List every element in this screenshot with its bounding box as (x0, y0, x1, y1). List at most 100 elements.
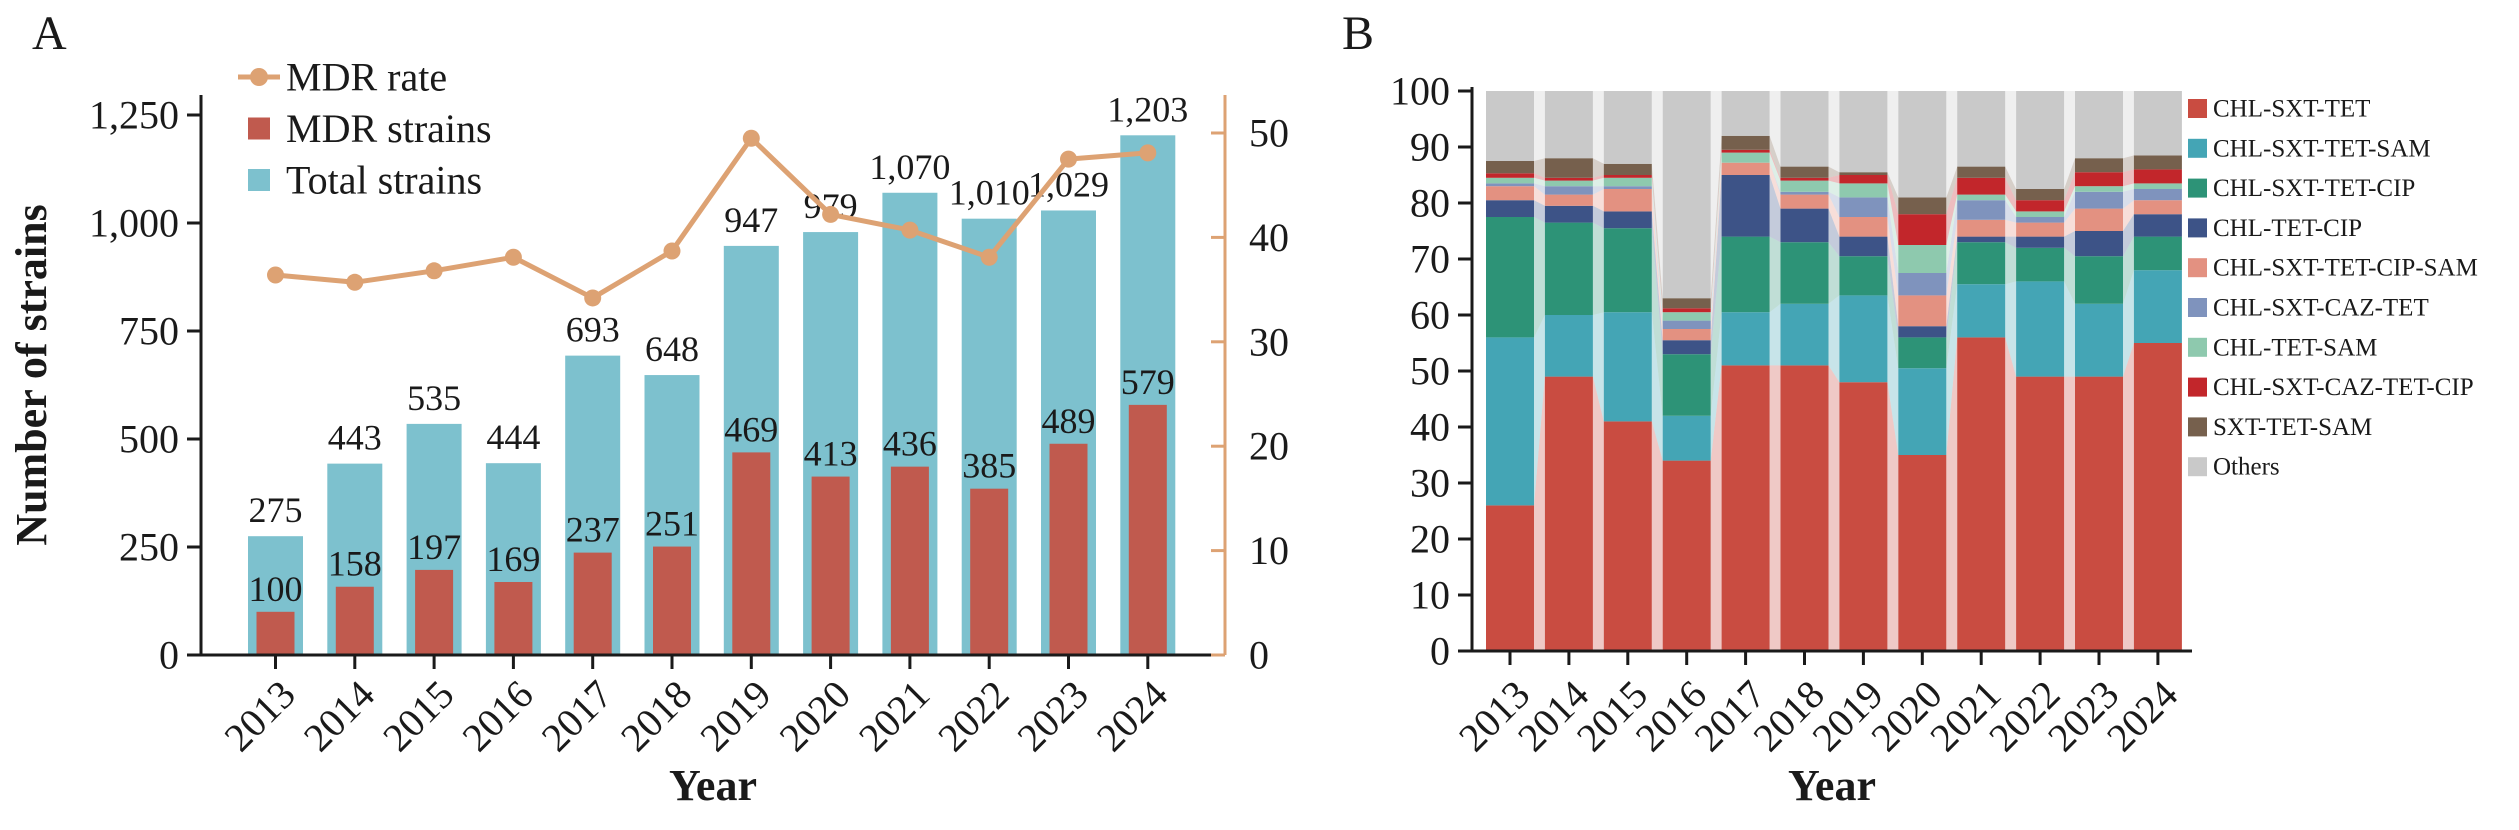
segment-Others-2021 (1957, 91, 2006, 167)
flow-CHL-TET-CIP (2123, 214, 2134, 257)
segment-CHL-TET-CIP-2024 (2133, 214, 2182, 237)
flow-Others (1710, 91, 1722, 299)
a-year-label-2019: 2019 (691, 672, 779, 760)
segment-CHL-SXT-CAZ-TET-2021 (1957, 200, 2006, 220)
segment-CHL-TET-CIP-2019 (1839, 236, 1888, 257)
segment-CHL-SXT-TET-2020 (1898, 455, 1947, 651)
segment-CHL-SXT-CAZ-TET-CIP-2024 (2133, 169, 2182, 184)
flow-CHL-TET-SAM (1828, 180, 1840, 198)
mdr-rate-point-2022 (980, 248, 998, 266)
flow-CHL-SXT-CAZ-TET (1534, 183, 1545, 195)
flow-CHL-TET-SAM (1592, 177, 1604, 187)
flow-CHL-SXT-TET-CIP (1769, 236, 1781, 313)
total-strains-value-2014: 443 (328, 418, 382, 458)
b-y-tick-label: 20 (1410, 517, 1450, 562)
segment-CHL-SXT-TET-SAM-2015 (1603, 312, 1652, 422)
b-legend-label: CHL-SXT-TET-CIP (2213, 175, 2415, 202)
segment-SXT-TET-SAM-2020 (1898, 197, 1947, 215)
flow-CHL-TET-SAM (1651, 177, 1663, 321)
flow-CHL-TET-CIP (2064, 231, 2075, 257)
a-right-tick-label: 20 (1249, 424, 1289, 469)
panel-a-label: A (32, 7, 67, 60)
flow-CHL-SXT-CAZ-TET (2005, 200, 2017, 223)
b-x-axis-title: Year (1788, 761, 1876, 810)
segment-CHL-SXT-TET-CIP-SAM-2023 (2075, 208, 2123, 231)
b-legend-label: CHL-SXT-TET-SAM (2213, 135, 2431, 162)
segment-CHL-SXT-TET-2022 (2016, 376, 2065, 651)
legend-swatch-icon (2188, 178, 2207, 198)
b-y-tick-label: 40 (1410, 405, 1450, 450)
mdr-strains-bar-2018 (653, 546, 691, 655)
mdr-strains-bar-2015 (415, 569, 454, 655)
segment-CHL-SXT-TET-CIP-2015 (1603, 228, 1652, 313)
segment-CHL-SXT-TET-CIP-2018 (1780, 242, 1829, 304)
segment-CHL-SXT-TET-2021 (1957, 337, 2006, 651)
segment-CHL-SXT-TET-CIP-SAM-2021 (1957, 219, 2006, 237)
segment-Others-2018 (1780, 91, 1829, 167)
total-strains-value-2024: 1,203 (1107, 89, 1188, 129)
segment-Others-2015 (1603, 91, 1652, 164)
b-y-tick-label: 70 (1410, 237, 1450, 282)
segment-Others-2019 (1839, 91, 1888, 173)
segment-CHL-SXT-CAZ-TET-CIP-2015 (1603, 175, 1652, 178)
mdr-rate-legend-dot-icon (250, 68, 268, 86)
b-y-tick-label: 50 (1410, 349, 1450, 394)
b-legend-label: CHL-SXT-CAZ-TET-CIP (2213, 374, 2474, 401)
mdr-strains-value-2024: 579 (1121, 362, 1175, 402)
flow-CHL-SXT-TET-CIP-SAM (1534, 186, 1545, 206)
segment-Others-2022 (2016, 91, 2065, 189)
b-legend-item-chl-sxt-tet-cip: CHL-SXT-TET-CIP (2188, 175, 2415, 202)
flow-CHL-SXT-TET-CIP-SAM (1946, 219, 1958, 327)
mdr-strains-bar-2024 (1128, 404, 1167, 655)
flow-CHL-SXT-TET-CIP (1651, 228, 1663, 416)
a-year-label-2013: 2013 (215, 672, 303, 760)
segment-SXT-TET-SAM-2015 (1603, 163, 1652, 175)
segment-CHL-SXT-CAZ-TET-2018 (1780, 191, 1829, 195)
legend-swatch-icon (248, 169, 270, 191)
flow-CHL-SXT-CAZ-TET-CIP (1651, 175, 1663, 313)
legend-swatch-icon (2188, 377, 2207, 397)
flow-CHL-TET-SAM (1534, 177, 1545, 187)
flow-SXT-TET-SAM (1828, 166, 1840, 178)
flow-CHL-SXT-CAZ-TET (1769, 162, 1781, 195)
segment-CHL-TET-CIP-2014 (1544, 205, 1593, 223)
a-year-label-2021: 2021 (850, 672, 938, 760)
mdr-rate-point-2015 (425, 262, 443, 280)
flow-Others (2123, 91, 2134, 159)
segment-CHL-SXT-TET-CIP-SAM-2017 (1721, 162, 1770, 175)
segment-CHL-SXT-CAZ-TET-CIP-2013 (1486, 173, 1534, 178)
mdr-strains-bar-2013 (256, 611, 295, 655)
total-strains-value-2021: 1,070 (869, 147, 950, 187)
flow-CHL-SXT-TET-CIP (1534, 217, 1545, 338)
flow-CHL-SXT-TET-CIP-SAM (1887, 217, 1899, 327)
a-year-label-2022: 2022 (929, 672, 1017, 760)
flow-CHL-SXT-TET-SAM (1710, 312, 1722, 461)
segment-CHL-SXT-TET-CIP-2024 (2133, 236, 2182, 271)
b-legend-item-chl-sxt-caz-tet: CHL-SXT-CAZ-TET (2188, 295, 2429, 322)
segment-CHL-SXT-TET-CIP-2013 (1486, 217, 1534, 338)
segment-CHL-TET-SAM-2015 (1603, 177, 1652, 187)
a-year-label-2016: 2016 (453, 672, 541, 760)
segment-CHL-SXT-TET-SAM-2023 (2075, 303, 2123, 377)
b-legend-item-chl-sxt-tet-sam: CHL-SXT-TET-SAM (2188, 135, 2431, 162)
segment-CHL-SXT-TET-CIP-SAM-2016 (1662, 329, 1711, 341)
b-legend-item-chl-sxt-caz-tet-cip: CHL-SXT-CAZ-TET-CIP (2188, 374, 2474, 401)
segment-CHL-SXT-CAZ-TET-CIP-2019 (1839, 175, 1888, 184)
segment-CHL-SXT-CAZ-TET-2019 (1839, 197, 1888, 217)
a-left-tick-label: 250 (119, 525, 179, 570)
segment-CHL-SXT-TET-2024 (2133, 343, 2182, 651)
flow-Others (1946, 91, 1958, 198)
flow-CHL-SXT-CAZ-TET (1710, 162, 1722, 329)
a-year-label-2017: 2017 (533, 672, 621, 760)
flow-CHL-SXT-TET-CIP (1946, 242, 1958, 369)
segment-CHL-TET-CIP-2018 (1780, 208, 1829, 243)
segment-SXT-TET-SAM-2021 (1957, 166, 2006, 178)
a-right-tick-label: 30 (1249, 319, 1289, 364)
flow-CHL-SXT-TET-SAM (1769, 303, 1781, 366)
flow-CHL-SXT-TET-CIP (1828, 242, 1840, 304)
flow-CHL-SXT-CAZ-TET-CIP (1828, 175, 1840, 184)
segment-CHL-SXT-TET-SAM-2013 (1486, 337, 1534, 506)
segment-CHL-SXT-CAZ-TET-CIP-2017 (1721, 149, 1770, 153)
flow-Others (2005, 91, 2017, 189)
segment-SXT-TET-SAM-2017 (1721, 135, 1770, 150)
